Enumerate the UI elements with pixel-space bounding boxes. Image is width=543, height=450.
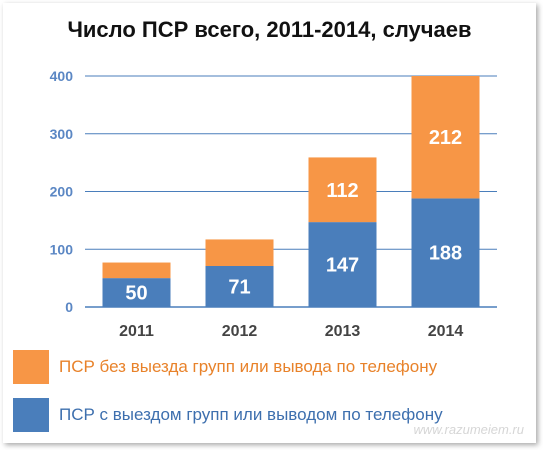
y-tick-label: 300 (50, 126, 74, 142)
bar-with-departure-2011 (102, 278, 171, 307)
y-tick-label: 200 (50, 184, 74, 200)
bar-with-departure-2012 (205, 265, 274, 307)
x-tick-label: 2011 (119, 323, 154, 340)
bar-without-departure-2011 (102, 262, 171, 279)
bar-without-departure-2013 (308, 157, 377, 223)
legend-item-with-departure: ПСР с выездом групп или выводом по телеф… (13, 398, 523, 432)
bar-with-departure-2014 (411, 198, 480, 307)
bar-without-departure-2014 (411, 76, 480, 199)
x-tick-label: 2013 (325, 323, 361, 340)
legend-label-with-departure: ПСР с выездом групп или выводом по телеф… (59, 405, 443, 424)
chart-legend: ПСР без выезда групп или вывода по телеф… (13, 350, 523, 446)
data-label: 147 (326, 255, 359, 277)
data-label: 71 (228, 276, 250, 298)
y-tick-label: 400 (50, 68, 74, 84)
data-label: 112 (326, 180, 358, 202)
y-tick-label: 0 (65, 299, 73, 315)
legend-label-without-departure: ПСР без выезда групп или вывода по телеф… (59, 357, 438, 376)
bar-without-departure-2012 (205, 239, 274, 266)
bar-with-departure-2013 (308, 222, 377, 307)
x-tick-label: 2014 (428, 323, 464, 340)
data-label: 50 (125, 283, 147, 305)
x-tick-label: 2012 (222, 323, 258, 340)
data-label: 188 (429, 243, 462, 265)
legend-swatch-blue (13, 398, 49, 432)
y-tick-label: 100 (50, 241, 74, 257)
legend-swatch-orange (13, 350, 49, 384)
chart-plot: 0 100 200 300 400 50 2011 71 2012 147 112 2013 188 21… (50, 68, 497, 340)
data-label: 212 (429, 127, 462, 149)
watermark: www.razumeiem.ru (413, 422, 524, 437)
legend-item-without-departure: ПСР без выезда групп или вывода по телеф… (13, 350, 523, 384)
chart-frame: Число ПСР всего, 2011-2014, случаев 0 100… (3, 3, 536, 443)
chart-title: Число ПСР всего, 2011-2014, случаев (67, 17, 472, 42)
